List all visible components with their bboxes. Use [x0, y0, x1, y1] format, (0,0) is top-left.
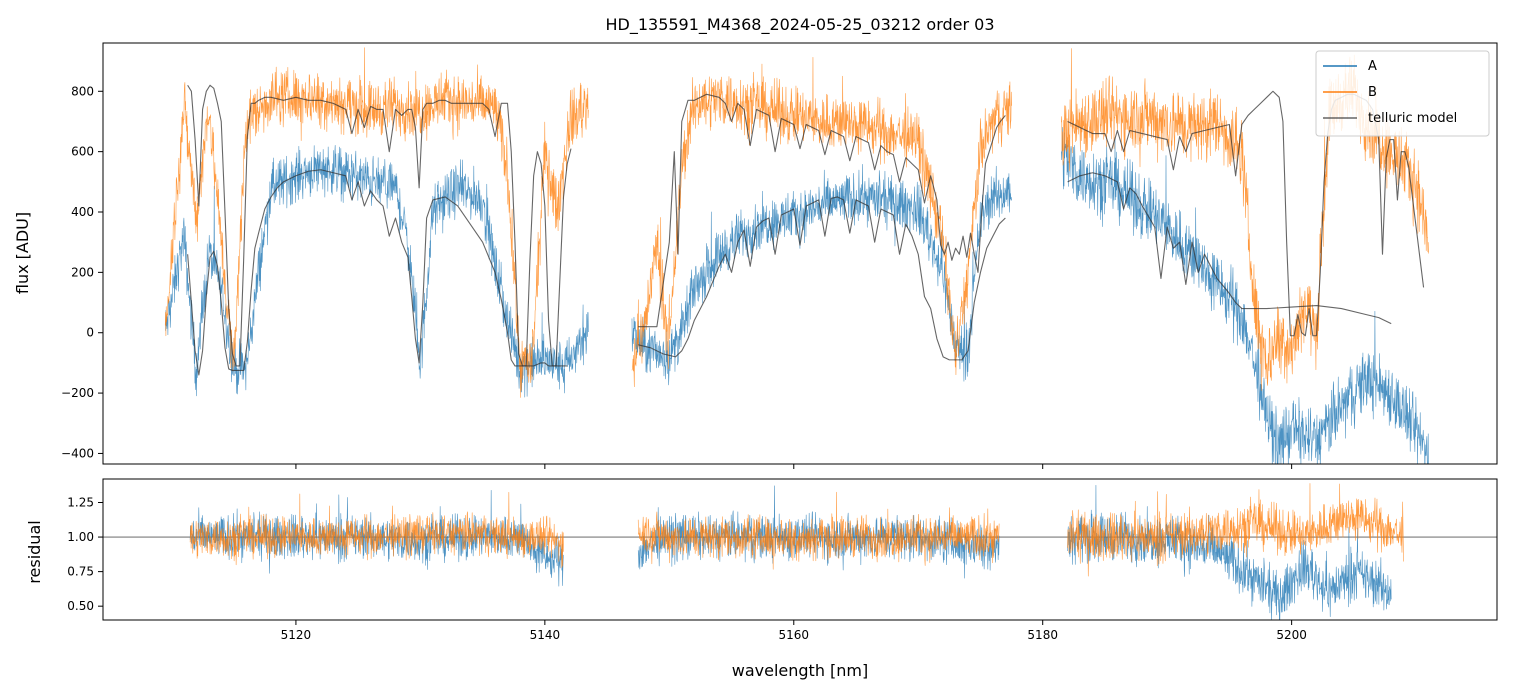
series-telluric-segment-4 [1067, 90, 1425, 337]
x-axis-label: wavelength [nm] [732, 661, 869, 680]
flux-y-tick-label: −200 [61, 386, 94, 400]
x-tick-label: 5140 [530, 628, 561, 642]
flux-y-tick-label: 800 [71, 84, 94, 98]
series-b-segment-1 [637, 491, 1000, 570]
residual-y-tick-label: 0.75 [67, 565, 94, 579]
chart-title: HD_135591_M4368_2024-05-25_03212 order 0… [605, 15, 994, 35]
flux-panel: −400 −200 0 200 400 600 800 flux [ADU] A B tel… [13, 42, 1498, 469]
residual-y-axis-label: residual [25, 520, 44, 583]
residual-axes-frame [102, 478, 1498, 621]
flux-y-tick-label: 0 [86, 326, 94, 340]
series-b-segment-0 [164, 47, 589, 398]
x-tick-label: 5120 [281, 628, 312, 642]
x-tick-label: 5180 [1027, 628, 1058, 642]
legend: A B telluric model [1315, 50, 1490, 137]
x-tick-label: 5200 [1276, 628, 1307, 642]
residual-x-ticks: 5120 5140 5160 5180 5200 [281, 620, 1307, 642]
series-telluric-segment-3 [638, 196, 1006, 361]
series-telluric-segment-0 [187, 84, 572, 367]
legend-label-telluric: telluric model [1368, 111, 1457, 126]
series-b-segment-0 [189, 492, 564, 568]
flux-plot-area [164, 47, 1429, 464]
flux-y-tick-label: −400 [61, 446, 94, 460]
series-a-segment-2 [1061, 126, 1429, 464]
residual-y-ticks: 0.50 0.75 1.00 1.25 [67, 496, 103, 613]
flux-x-ticks [295, 464, 1293, 469]
flux-axes-frame [102, 42, 1498, 465]
series-telluric-segment-1 [187, 169, 568, 376]
series-telluric-segment-5 [1067, 172, 1392, 325]
series-telluric [187, 84, 1425, 376]
series-b-segment-2 [1067, 483, 1404, 577]
series-a [189, 485, 1392, 620]
legend-label-b: B [1368, 85, 1377, 100]
flux-y-ticks: −400 −200 0 200 400 600 800 [61, 84, 103, 460]
residual-y-tick-label: 1.00 [67, 530, 94, 544]
flux-y-tick-label: 600 [71, 145, 94, 159]
residual-y-tick-label: 0.50 [67, 599, 94, 613]
legend-box [1315, 50, 1490, 137]
series-a [165, 126, 1429, 464]
flux-y-tick-label: 400 [71, 205, 94, 219]
legend-label-a: A [1368, 59, 1377, 74]
series-b-segment-1 [631, 57, 1012, 388]
residual-plot-area [103, 483, 1497, 620]
flux-y-tick-label: 200 [71, 265, 94, 279]
series-b [189, 483, 1404, 577]
residual-y-tick-label: 1.25 [67, 496, 94, 510]
flux-y-axis-label: flux [ADU] [13, 212, 32, 294]
series-a-segment-0 [165, 145, 589, 398]
residual-panel: 0.50 0.75 1.00 1.25 5120 5140 5160 5180 5200 re… [25, 478, 1498, 642]
series-telluric-segment-2 [638, 93, 1006, 328]
x-tick-label: 5160 [779, 628, 810, 642]
